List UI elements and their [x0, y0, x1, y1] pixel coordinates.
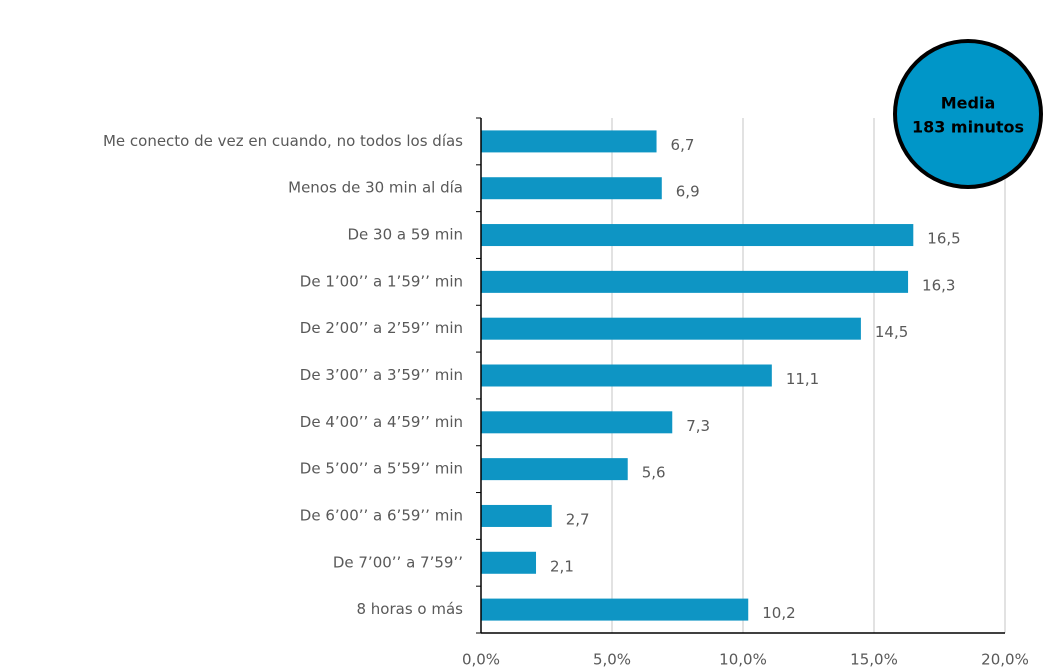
- y-tick-label: Menos de 30 min al día: [288, 179, 463, 197]
- bar: [481, 224, 914, 247]
- data-label: 10,2: [762, 604, 795, 622]
- bar: [481, 598, 749, 621]
- data-label: 6,7: [671, 136, 695, 154]
- data-label: 16,3: [922, 276, 955, 294]
- bar: [481, 270, 909, 293]
- bar: [481, 364, 772, 387]
- y-tick-label: De 4’00’’ a 4’59’’ min: [300, 413, 463, 431]
- data-label: 6,9: [676, 183, 700, 201]
- bar: [481, 458, 628, 481]
- data-label: 7,3: [686, 417, 710, 435]
- bar: [481, 504, 552, 527]
- y-tick-label: De 6’00’’ a 6’59’’ min: [300, 506, 463, 524]
- y-tick-label: De 30 a 59 min: [347, 226, 463, 244]
- x-tick-label: 20,0%: [981, 651, 1029, 669]
- data-label: 2,1: [550, 557, 574, 575]
- bar: [481, 411, 673, 434]
- annotation-line: 183 minutos: [912, 118, 1024, 137]
- y-tick-label: De 7’00’’ a 7’59’’: [333, 553, 463, 571]
- bar: [481, 177, 662, 200]
- data-label: 5,6: [642, 464, 666, 482]
- annotation-circle: [893, 39, 1043, 189]
- y-tick-label: De 5’00’’ a 5’59’’ min: [300, 460, 463, 478]
- x-tick-label: 0,0%: [462, 651, 500, 669]
- y-tick-label: Me conecto de vez en cuando, no todos lo…: [103, 132, 463, 150]
- data-label: 16,5: [927, 230, 960, 248]
- data-label: 2,7: [566, 510, 590, 528]
- y-tick-label: De 1’00’’ a 1’59’’ min: [300, 272, 463, 290]
- y-tick-label: De 3’00’’ a 3’59’’ min: [300, 366, 463, 384]
- y-tick-label: De 2’00’’ a 2’59’’ min: [300, 319, 463, 337]
- annotation-line: Media: [941, 94, 996, 113]
- x-tick-label: 15,0%: [850, 651, 898, 669]
- data-label: 14,5: [875, 323, 908, 341]
- bar: [481, 130, 657, 153]
- x-tick-label: 10,0%: [719, 651, 767, 669]
- bar: [481, 551, 537, 574]
- data-label: 11,1: [786, 370, 819, 388]
- bar-layer: [481, 130, 914, 621]
- x-tick-label: 5,0%: [593, 651, 631, 669]
- y-tick-label: 8 horas o más: [356, 600, 463, 618]
- bar: [481, 317, 861, 340]
